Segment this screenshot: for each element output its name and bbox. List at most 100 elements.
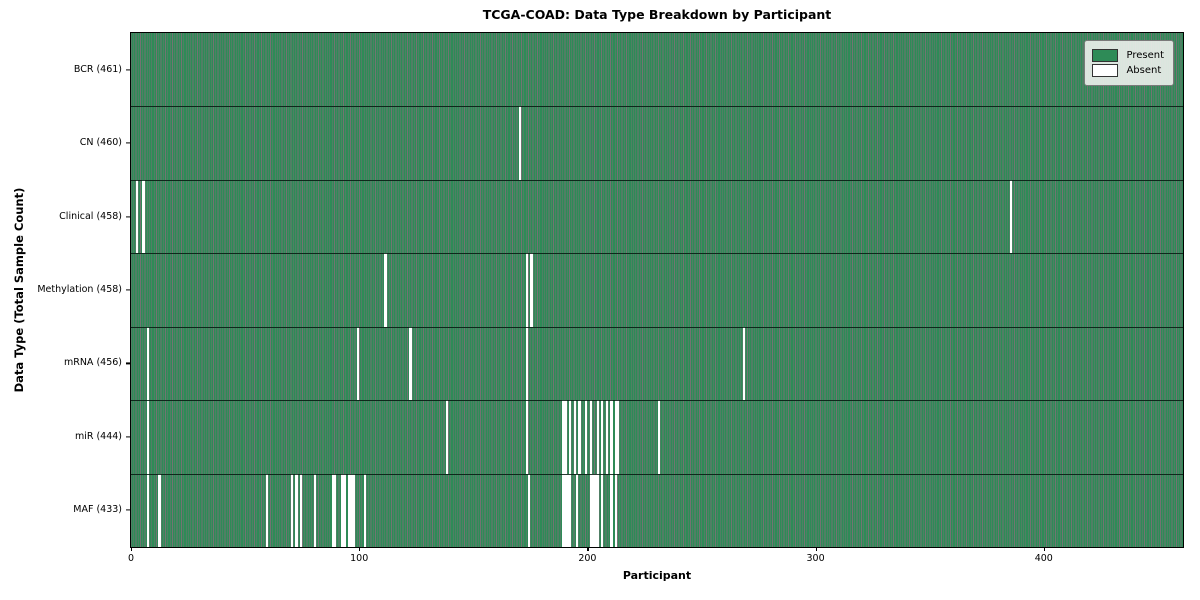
absent-mark (299, 473, 303, 547)
absent-mark (591, 473, 595, 547)
absent-mark (596, 400, 599, 474)
ytick-label-mir: miR (444) (74, 430, 122, 442)
absent-mark (605, 400, 608, 474)
absent-mark (352, 473, 355, 547)
absent-mark (146, 473, 150, 547)
absent-mark (610, 400, 613, 474)
ytick-mark (126, 69, 130, 71)
ytick-mark (126, 509, 130, 511)
absent-mark (564, 473, 567, 547)
absent-mark (585, 400, 588, 474)
legend: Present Absent (1084, 40, 1174, 86)
row-separator (131, 106, 1183, 108)
xtick-label: 100 (350, 553, 369, 564)
absent-mark (742, 326, 745, 401)
plot-area: Present Absent (130, 32, 1184, 548)
ytick-label-bcr: BCR (461) (73, 63, 122, 75)
absent-mark (658, 400, 661, 474)
absent-mark (340, 473, 344, 547)
absent-mark (614, 400, 618, 474)
absent-mark (610, 473, 613, 547)
absent-mark (596, 473, 599, 547)
absent-mark (601, 400, 604, 474)
row-mrna (131, 326, 1183, 401)
legend-swatch-absent (1092, 64, 1119, 77)
absent-mark (617, 400, 620, 474)
absent-mark (135, 179, 138, 254)
absent-mark (525, 326, 529, 401)
legend-item-present: Present (1092, 49, 1164, 62)
xtick-label: 300 (806, 553, 825, 564)
absent-mark (569, 400, 572, 474)
legend-item-absent: Absent (1092, 64, 1164, 77)
absent-mark (569, 473, 572, 547)
row-separator (131, 326, 1183, 328)
absent-mark (313, 473, 316, 547)
xtick-mark (131, 547, 133, 551)
ytick-label-methylation: Methylation (458) (37, 284, 122, 295)
absent-mark (158, 473, 161, 547)
absent-mark (573, 400, 576, 474)
absent-mark (265, 473, 268, 547)
ytick-mark (126, 362, 130, 365)
absent-mark (564, 400, 567, 474)
row-mir (131, 400, 1183, 474)
absent-mark (142, 179, 145, 254)
absent-mark (566, 473, 570, 547)
ytick-mark (126, 289, 130, 291)
absent-mark (290, 473, 294, 547)
row-separator (131, 473, 1183, 475)
xtick-mark (587, 547, 589, 551)
row-methylation (131, 253, 1183, 327)
absent-mark (601, 473, 604, 547)
chart-title: TCGA-COAD: Data Type Breakdown by Partic… (482, 7, 832, 22)
absent-mark (525, 253, 529, 327)
ytick-label-clinical: Clinical (458) (59, 210, 122, 222)
legend-label: Present (1126, 50, 1164, 61)
absent-mark (578, 400, 581, 474)
absent-mark (614, 473, 618, 547)
absent-mark (594, 473, 597, 547)
absent-mark (530, 253, 533, 327)
row-clinical (131, 179, 1183, 254)
ytick-mark (126, 142, 130, 144)
xtick-mark (1043, 547, 1045, 551)
absent-mark (1009, 179, 1012, 254)
absent-mark (562, 473, 565, 547)
xtick-label: 400 (1034, 553, 1053, 564)
absent-mark (518, 106, 522, 180)
absent-mark (562, 400, 565, 474)
absent-mark (589, 400, 592, 474)
ytick-mark (126, 215, 130, 218)
absent-mark (146, 326, 150, 401)
legend-label: Absent (1126, 65, 1162, 76)
absent-mark (589, 473, 592, 547)
absent-mark (575, 473, 579, 547)
x-axis-title: Participant (622, 569, 692, 582)
ytick-label-mrna: mRNA (456) (63, 357, 122, 369)
ytick-label-maf: MAF (433) (73, 504, 122, 516)
absent-mark (347, 473, 351, 547)
absent-mark (343, 473, 346, 547)
ytick-mark (126, 436, 130, 438)
absent-mark (331, 473, 335, 547)
absent-mark (350, 473, 353, 547)
xtick-label: 200 (578, 553, 597, 564)
absent-mark (334, 473, 337, 547)
absent-mark (363, 473, 367, 547)
absent-mark (528, 473, 531, 547)
row-separator (131, 400, 1183, 402)
row-cn (131, 106, 1183, 180)
xtick-mark (359, 547, 361, 551)
absent-mark (445, 400, 449, 474)
absent-mark (146, 400, 150, 474)
absent-mark (525, 400, 529, 474)
row-maf (131, 473, 1183, 547)
absent-mark (409, 326, 412, 401)
row-separator (131, 179, 1183, 181)
xtick-mark (815, 547, 817, 551)
row-separator (131, 253, 1183, 255)
row-bcr (131, 33, 1183, 107)
absent-mark (295, 473, 298, 547)
